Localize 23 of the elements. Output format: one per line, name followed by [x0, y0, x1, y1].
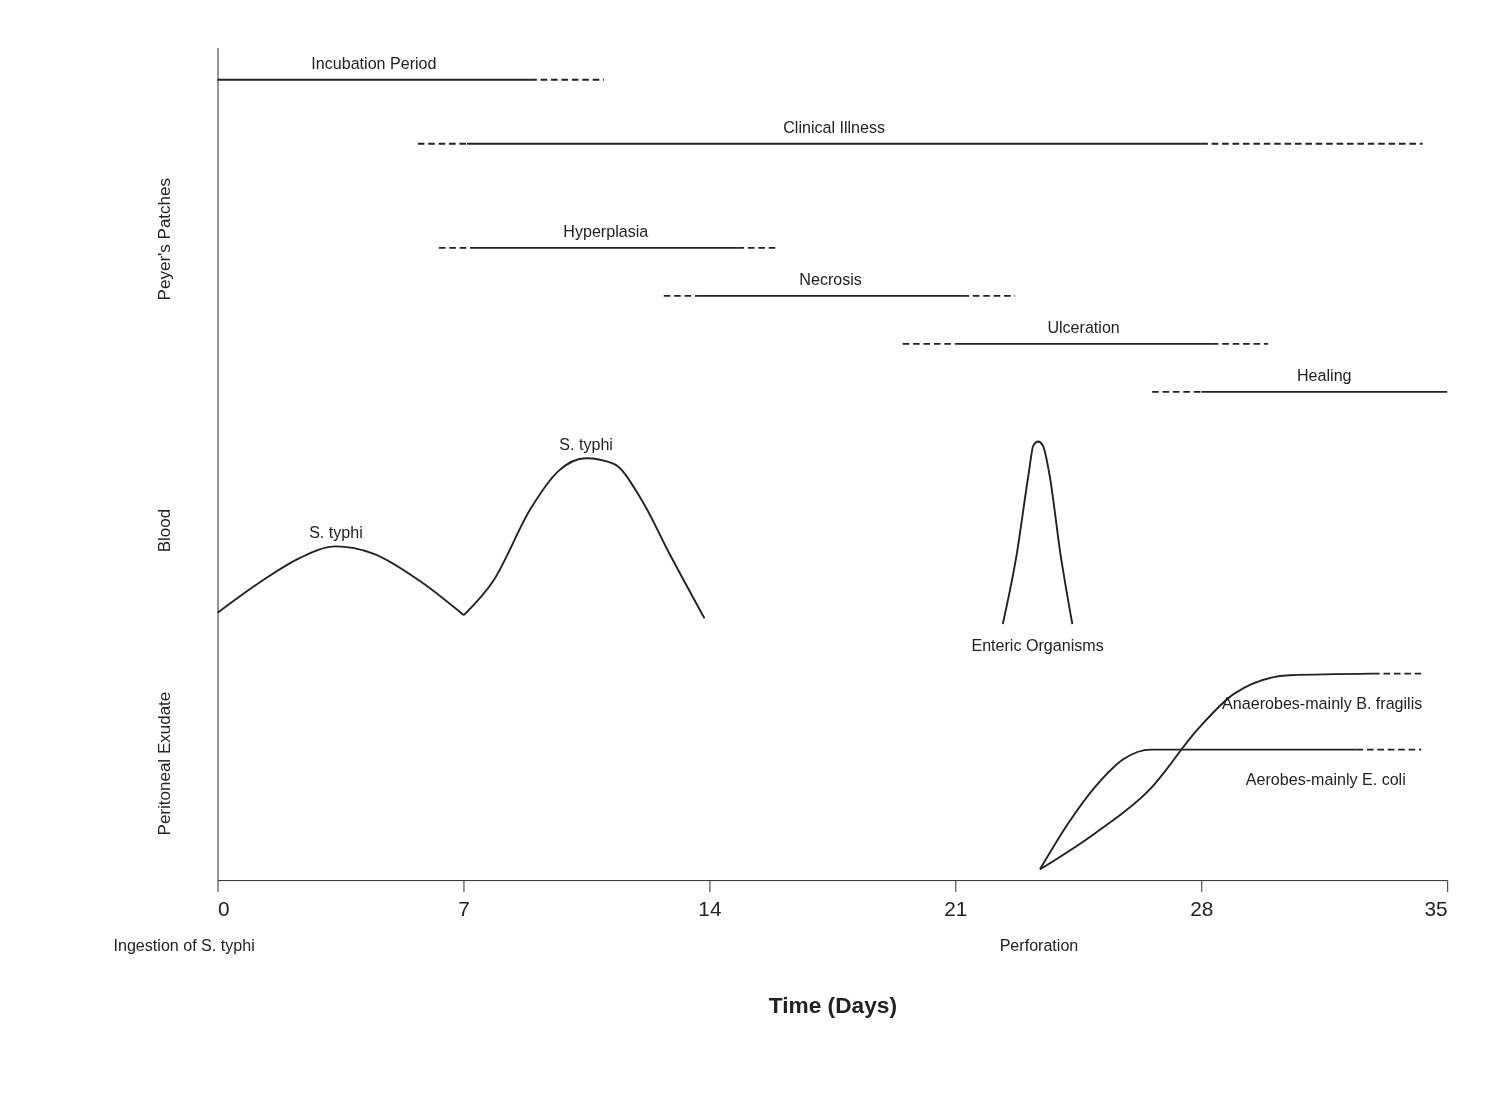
series-label: Necrosis [799, 270, 862, 289]
text: Peyer's Patches [155, 177, 175, 301]
series-label: Clinical Illness [783, 118, 886, 137]
text: Ingestion of S. typhi [113, 936, 255, 955]
series-label: S. typhi [309, 522, 363, 541]
series-label: Hyperplasia [563, 222, 649, 241]
text: Peritoneal Exudate [155, 691, 175, 836]
series-label: Anaerobes-mainly B. fragilis [1222, 693, 1423, 712]
series-label: Healing [1296, 366, 1352, 385]
x-tick-label: 28 [1190, 896, 1214, 920]
x-tick-label: 35 [1424, 896, 1448, 920]
series-label: Ulceration [1047, 318, 1120, 337]
text: Perforation [999, 936, 1079, 955]
x-tick-label: 14 [698, 896, 722, 920]
x-tick-label: 0 [218, 896, 230, 920]
text: Enteric Organisms [971, 636, 1104, 655]
series-label: S. typhi [559, 434, 613, 453]
x-tick-label: 7 [458, 896, 470, 920]
x-tick-label: 21 [944, 896, 968, 920]
x-axis-title: Time (Days) [768, 992, 897, 1019]
series-label: Aerobes-mainly E. coli [1245, 769, 1406, 788]
text: Blood [155, 508, 175, 553]
series-label: Incubation Period [311, 54, 437, 73]
